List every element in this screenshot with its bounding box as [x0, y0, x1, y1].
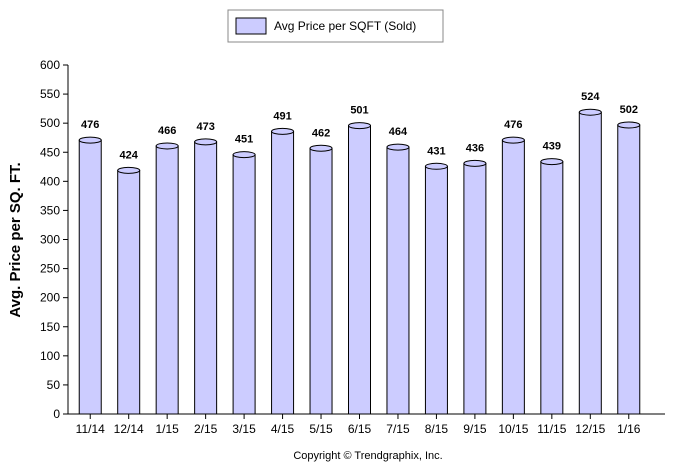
x-tick-label: 5/15: [309, 422, 333, 436]
bar: [348, 125, 371, 415]
y-tick-label: 300: [40, 233, 60, 247]
bar: [540, 161, 564, 415]
bar: [78, 139, 102, 415]
y-tick-label: 450: [40, 145, 60, 159]
bar: [155, 145, 179, 415]
x-tick-label: 4/15: [271, 422, 295, 436]
y-tick-label: 200: [40, 291, 60, 305]
data-label: 501: [350, 105, 368, 117]
bar: [117, 169, 141, 415]
y-tick-label: 350: [40, 203, 60, 217]
bar-top: [309, 144, 333, 152]
bar: [578, 111, 602, 415]
bar-top: [194, 138, 218, 146]
data-label: 424: [120, 149, 139, 161]
y-tick-label: 50: [47, 378, 61, 392]
data-label: 476: [504, 119, 522, 131]
x-tick-label: 6/15: [348, 422, 372, 436]
data-label: 473: [196, 121, 214, 133]
copyright-text: Copyright © Trendgraphix, Inc.: [293, 450, 442, 462]
x-tick-label: 1/15: [155, 422, 179, 436]
y-tick-label: 0: [53, 407, 60, 421]
x-tick-label: 1/16: [617, 422, 641, 436]
bar-top: [540, 158, 564, 166]
bar-top: [155, 142, 179, 150]
y-tick-label: 600: [40, 58, 60, 72]
bar: [194, 141, 218, 415]
bar-top: [348, 122, 371, 130]
data-label: 451: [235, 134, 253, 146]
x-tick-label: 3/15: [232, 422, 256, 436]
bar-top: [424, 162, 448, 170]
data-label: 524: [581, 91, 600, 103]
x-tick-label: 9/15: [463, 422, 487, 436]
y-tick-label: 250: [40, 262, 60, 276]
y-ticks: 0 50 100 150 200 250 300 350 400 450 500 550 600: [40, 58, 68, 421]
data-label: 462: [312, 127, 330, 139]
bar-top: [463, 159, 487, 167]
bar-top: [578, 108, 602, 116]
data-label: 436: [466, 142, 484, 154]
bar-top: [271, 127, 295, 135]
x-tick-label: 11/14: [76, 422, 105, 436]
y-axis-title: Avg. Price per SQ. FT.: [7, 162, 24, 317]
bar-top: [232, 151, 256, 159]
bar-top: [617, 121, 641, 129]
data-label: 431: [427, 145, 445, 157]
y-tick-label: 100: [40, 349, 60, 363]
legend-swatch: [235, 17, 267, 35]
x-tick-label: 10/15: [498, 422, 528, 436]
x-tick-label: 7/15: [386, 422, 410, 436]
bar: [271, 130, 295, 415]
bar-top: [386, 143, 410, 151]
bar-top: [78, 136, 102, 144]
bar: [501, 139, 525, 415]
bar: [309, 147, 333, 415]
data-label: 476: [81, 119, 99, 131]
x-tick-label: 2/15: [194, 422, 218, 436]
legend-label: Avg Price per SQFT (Sold): [274, 19, 416, 33]
bar: [617, 124, 641, 415]
bar: [386, 146, 410, 415]
bar-top: [501, 136, 525, 144]
x-tick-label: 11/15: [537, 422, 566, 436]
legend: Avg Price per SQFT (Sold): [227, 9, 444, 43]
y-tick-label: 400: [40, 174, 60, 188]
data-label: 466: [158, 125, 176, 137]
data-label: 439: [543, 141, 561, 153]
x-ticks: 11/14 12/14 1/15 2/15 3/15 4/15 5/15 6/15 7/15 8/…: [76, 414, 641, 436]
data-label: 502: [620, 104, 638, 116]
y-tick-label: 150: [40, 320, 60, 334]
bar: [424, 165, 448, 415]
data-label: 491: [273, 110, 291, 122]
bar-top: [117, 166, 141, 174]
y-tick-label: 550: [40, 87, 60, 101]
y-tick-label: 500: [40, 116, 60, 130]
x-tick-label: 8/15: [425, 422, 449, 436]
bar: [463, 162, 487, 415]
bar: [232, 154, 256, 415]
data-label: 464: [389, 126, 408, 138]
x-tick-label: 12/14: [114, 422, 144, 436]
x-tick-label: 12/15: [575, 422, 605, 436]
bars: 476 424 466 473 451 491 462 501 464 431 436 476 439 5…: [78, 91, 641, 415]
